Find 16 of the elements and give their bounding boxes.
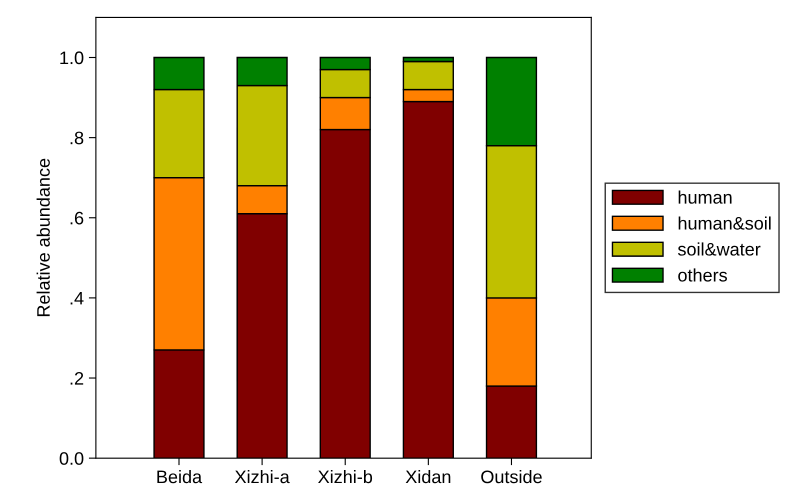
legend-label: soil&water	[678, 242, 760, 256]
x-tick-label: Beida	[157, 470, 202, 484]
x-tick-label: Xidan	[406, 470, 450, 484]
x-tick-label: Xizhi-a	[234, 470, 290, 484]
y-tick-label: .8	[70, 132, 84, 144]
y-axis-title: Relative abundance	[36, 158, 50, 316]
y-tick-label: .2	[70, 372, 84, 385]
y-tick-label: 1.0	[60, 51, 84, 64]
y-tick-label: .6	[70, 212, 84, 224]
y-tick-label: .4	[70, 292, 84, 304]
x-tick-label: Outside	[481, 470, 542, 484]
y-tick-label: 0.0	[60, 452, 84, 465]
legend-label: human	[678, 190, 732, 204]
legend-label: others	[678, 268, 727, 282]
x-tick-label: Xizhi-b	[318, 470, 372, 484]
legend-label: human&soil	[678, 216, 771, 230]
